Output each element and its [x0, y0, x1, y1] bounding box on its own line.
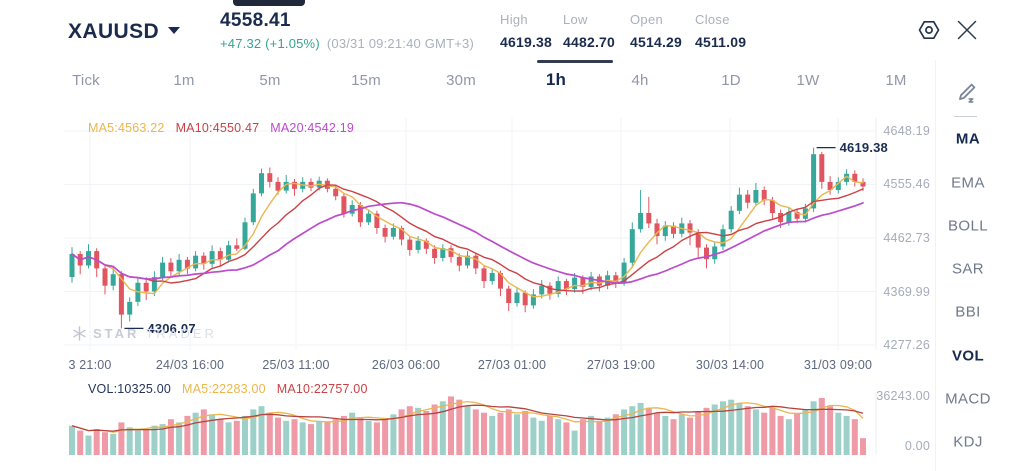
- timeframe-tab-1d[interactable]: 1D: [721, 72, 741, 89]
- timeframe-tab-5m[interactable]: 5m: [259, 72, 281, 89]
- indicator-label: MA5:4563.22: [88, 121, 165, 135]
- star-logo-icon: [73, 326, 86, 341]
- stat-value: 4619.38: [500, 34, 553, 50]
- volume-axis-tick: 36243.00: [876, 389, 930, 403]
- price-axis-tick: 4648.19: [883, 124, 930, 138]
- stat-open: Open 4514.29: [630, 12, 682, 50]
- sidebar-item-bbi[interactable]: BBI: [955, 303, 981, 321]
- stat-low: Low 4482.70: [563, 12, 615, 50]
- volume-axis-tick: 0.00: [904, 439, 930, 453]
- tooltip-artifact-top: [233, 0, 305, 6]
- price-axis-tick: 4555.46: [883, 177, 930, 192]
- svg-text:4306.07: 4306.07: [147, 321, 195, 336]
- time-axis-tick: 27/03 19:00: [586, 358, 656, 372]
- sidebar-item-boll[interactable]: BOLL: [948, 217, 988, 235]
- sidebar-item-macd[interactable]: MACD: [945, 390, 991, 408]
- time-axis-tick: 30/03 14:00: [695, 358, 765, 372]
- stat-close: Close 4511.09: [695, 12, 746, 50]
- sidebar-item-ma[interactable]: MA: [955, 130, 981, 148]
- timeframe-tab-4h[interactable]: 4h: [631, 72, 649, 89]
- sidebar-item-ema[interactable]: EMA: [951, 174, 985, 192]
- price-axis-tick: 4369.99: [883, 284, 930, 299]
- indicator-label: MA10:4550.47: [175, 121, 260, 135]
- time-axis-tick: 3 21:00: [68, 358, 112, 372]
- price-change-row: +47.32 (+1.05%) (03/31 09:21:40 GMT+3): [220, 36, 474, 51]
- stat-value: 4514.29: [630, 34, 683, 50]
- last-price: 4558.41: [220, 10, 291, 31]
- sidebar-divider: [954, 116, 977, 117]
- time-axis-tick: 31/03 09:00: [803, 358, 873, 372]
- indicator-label: MA10:22757.00: [276, 382, 368, 396]
- close-icon[interactable]: [955, 18, 979, 42]
- time-axis-tick: 24/03 16:00: [155, 358, 225, 372]
- timeframe-tab-1w[interactable]: 1W: [796, 72, 820, 89]
- sidebar-item-sar[interactable]: SAR: [951, 260, 985, 278]
- price-change: +47.32 (+1.05%): [220, 36, 320, 51]
- time-axis-tick: 27/03 01:00: [477, 358, 547, 372]
- time-axis-tick: 26/03 06:00: [371, 358, 441, 372]
- timeframe-tab-1m[interactable]: 1m: [173, 72, 195, 89]
- settings-icon[interactable]: [917, 18, 941, 42]
- sidebar-item-vol[interactable]: VOL: [951, 347, 985, 365]
- stat-label: Open: [630, 12, 664, 27]
- stat-label: Close: [695, 12, 730, 27]
- watermark-brand-bold: STAR: [93, 326, 140, 341]
- draw-pencil-icon[interactable]: [952, 80, 978, 106]
- timeframe-tab-15m[interactable]: 15m: [351, 72, 381, 89]
- timeframe-tab-1h[interactable]: 1h: [545, 70, 567, 89]
- timeframe-tab-1m[interactable]: 1M: [885, 72, 907, 89]
- indicator-label: MA5:22283.00: [182, 382, 266, 396]
- stat-high: High 4619.38: [500, 12, 552, 50]
- stat-label: High: [500, 12, 528, 27]
- watermark: STAR TRADER: [72, 326, 217, 341]
- price-axis-tick: 4462.73: [883, 230, 930, 245]
- watermark-brand-light: TRADER: [145, 326, 217, 341]
- indicator-label: MA20:4542.19: [270, 121, 354, 135]
- tooltip-artifact-mid: [537, 60, 613, 63]
- price-ma-labels: MA5:4563.22 MA10:4550.47 MA20:4542.19: [88, 121, 365, 135]
- quote-timestamp: (03/31 09:21:40 GMT+3): [326, 36, 474, 51]
- sidebar-divider-vertical: [935, 60, 936, 471]
- price-axis-tick: 4277.26: [883, 338, 930, 352]
- indicator-label: VOL:10325.00: [88, 382, 172, 396]
- timeframe-tab-tick[interactable]: Tick: [72, 72, 100, 89]
- symbol-selector[interactable]: XAUUSD: [68, 20, 181, 44]
- sidebar-item-kdj[interactable]: KDJ: [953, 433, 983, 451]
- symbol-name: XAUUSD: [68, 20, 160, 43]
- time-axis-tick: 25/03 11:00: [262, 358, 330, 372]
- svg-text:4619.38: 4619.38: [840, 140, 888, 155]
- timeframe-tab-30m[interactable]: 30m: [446, 72, 476, 89]
- stat-label: Low: [563, 12, 588, 27]
- chevron-down-icon: [168, 27, 181, 35]
- stat-value: 4511.09: [695, 34, 747, 50]
- volume-ma-labels: VOL:10325.00 MA5:22283.00 MA10:22757.00: [88, 382, 379, 396]
- stat-value: 4482.70: [563, 34, 616, 50]
